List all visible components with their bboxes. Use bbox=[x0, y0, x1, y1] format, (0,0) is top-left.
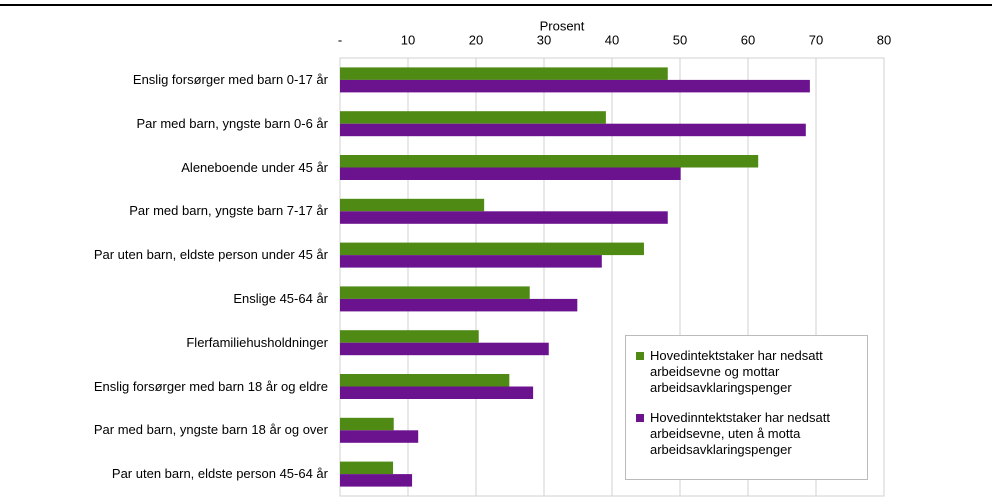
y-tick-label: Enslig forsørger med barn 18 år og eldre bbox=[93, 378, 328, 394]
legend-swatch bbox=[636, 352, 644, 360]
bar bbox=[340, 430, 419, 443]
bar bbox=[340, 79, 810, 93]
bar bbox=[340, 342, 549, 356]
bar bbox=[340, 67, 668, 80]
bar bbox=[340, 298, 578, 312]
y-tick-label: Par uten barn, eldste person 45-64 år bbox=[111, 466, 328, 482]
x-tick-label: 60 bbox=[741, 32, 755, 47]
x-tick-label: 40 bbox=[605, 32, 619, 47]
x-tick-label: 30 bbox=[537, 32, 551, 47]
bar bbox=[340, 255, 602, 268]
x-tick-label: 70 bbox=[809, 32, 823, 47]
bar bbox=[340, 198, 485, 212]
x-tick-label: 80 bbox=[877, 32, 891, 47]
bar bbox=[340, 167, 681, 180]
legend-label: Hovedintektstaker har nedsatt arbeidsevn… bbox=[650, 348, 823, 395]
x-tick-label: 50 bbox=[673, 32, 687, 47]
y-tick-label: Enslige 45-64 år bbox=[233, 290, 328, 306]
bar bbox=[340, 286, 530, 299]
bar bbox=[340, 155, 759, 168]
legend-label: Hovedinntektstaker har nedsatt arbeidsev… bbox=[650, 410, 830, 457]
y-tick-label: Par med barn, yngste barn 7-17 år bbox=[129, 203, 328, 219]
bar bbox=[340, 374, 510, 387]
bar bbox=[340, 242, 644, 256]
y-tick-label: Enslig forsørger med barn 0-17 år bbox=[132, 71, 328, 87]
bar bbox=[340, 461, 394, 475]
legend-entry: Hovedinntektstaker har nedsatt arbeidsev… bbox=[636, 410, 857, 458]
y-tick-label: Flerfamiliehusholdninger bbox=[186, 334, 328, 350]
y-tick-label: Par uten barn, eldste person under 45 år bbox=[93, 247, 328, 263]
bar bbox=[340, 330, 479, 343]
bar bbox=[340, 386, 534, 399]
y-tick-label: Aleneboende under 45 år bbox=[181, 159, 328, 175]
y-tick-label: Par med barn, yngste barn 0-6 år bbox=[136, 115, 329, 131]
bar bbox=[340, 111, 606, 124]
legend-entry: Hovedintektstaker har nedsatt arbeidsevn… bbox=[636, 348, 857, 396]
x-tick-label: - bbox=[338, 32, 342, 47]
legend: Hovedintektstaker har nedsatt arbeidsevn… bbox=[625, 335, 868, 480]
bar bbox=[340, 123, 806, 137]
y-tick-label: Par med barn, yngste barn 18 år og over bbox=[93, 422, 328, 438]
bar bbox=[340, 474, 413, 487]
bar bbox=[340, 211, 668, 224]
bar bbox=[340, 417, 394, 431]
legend-swatch bbox=[636, 414, 644, 422]
x-tick-label: 20 bbox=[469, 32, 483, 47]
x-axis-title: Prosent bbox=[540, 18, 585, 33]
x-tick-label: 10 bbox=[401, 32, 415, 47]
